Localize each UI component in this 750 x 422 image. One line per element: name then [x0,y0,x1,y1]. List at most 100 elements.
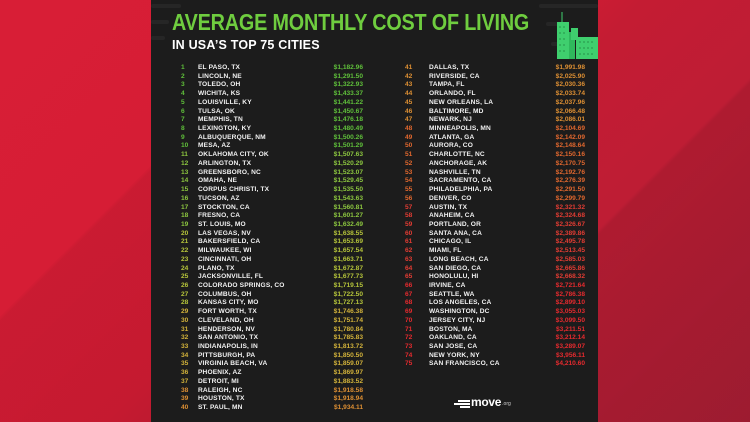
monthly-cost: $1,601.27 [333,212,363,220]
city-name: OMAHA, NE [198,177,238,185]
logo-word: move [471,395,502,409]
monthly-cost: $2,668.32 [555,273,585,281]
table-row: 26 COLORADO SPRINGS, CO $1,719.15 [181,282,363,291]
rank-number: 39 [181,395,189,403]
table-row: 39 HOUSTON, TX $1,918.94 [181,395,363,404]
table-row: 36 PHOENIX, AZ $1,869.97 [181,369,363,378]
monthly-cost: $1,433.37 [333,90,363,98]
monthly-cost: $2,170.75 [555,159,585,167]
rank-number: 17 [181,203,189,211]
rank-number: 6 [181,107,185,115]
city-name: ATLANTA, GA [429,133,475,141]
table-row: 10 MESA, AZ $1,501.29 [181,142,363,151]
monthly-cost: $2,299.79 [555,194,585,202]
table-row: 28 KANSAS CITY, MO $1,727.13 [181,299,363,308]
city-name: TAMPA, FL [429,81,465,89]
rank-number: 58 [405,212,413,220]
rank-number: 73 [405,343,413,350]
monthly-cost: $1,859.07 [333,360,363,368]
city-name: FORT WORTH, TX [198,308,257,316]
city-name: INDIANAPOLIS, IN [198,343,258,350]
city-name: DETROIT, MI [198,377,239,385]
rank-number: 51 [405,151,413,159]
table-row: 70 JERSEY CITY, NJ $3,099.50 [405,317,585,326]
rank-number: 44 [405,90,413,98]
rank-number: 43 [405,81,413,89]
city-name: HOUSTON, TX [198,395,245,403]
table-row: 30 CLEVELAND, OH $1,751.74 [181,317,363,326]
city-name: STOCKTON, CA [198,203,250,211]
monthly-cost: $2,324.68 [555,212,585,220]
table-row: 42 RIVERSIDE, CA $2,025.90 [405,73,585,82]
move-org-logo: move .org [454,396,511,408]
table-row: 45 NEW ORLEANS, LA $2,037.96 [405,99,585,108]
city-name: MEMPHIS, TN [198,116,243,124]
rank-number: 71 [405,325,413,333]
table-row: 48 MINNEAPOLIS, MN $2,104.69 [405,125,585,134]
table-row: 21 BAKERSFIELD, CA $1,653.69 [181,238,363,247]
table-row: 43 TAMPA, FL $2,030.36 [405,81,585,90]
city-name: MILWAUKEE, WI [198,247,252,255]
city-name: JACKSONVILLE, FL [198,273,264,281]
table-row: 61 CHICAGO, IL $2,495.78 [405,238,585,247]
monthly-cost: $2,291.50 [555,186,585,194]
rank-number: 74 [405,351,413,359]
table-row: 56 DENVER, CO $2,299.79 [405,195,585,204]
monthly-cost: $1,719.15 [333,281,363,289]
monthly-cost: $1,523.07 [333,168,363,176]
table-row: 11 OKLAHOMA CITY, OK $1,507.63 [181,151,363,160]
rank-number: 72 [405,334,413,342]
rank-number: 33 [181,343,189,350]
city-name: PORTLAND, OR [429,220,481,228]
rank-number: 57 [405,203,413,211]
city-name: MINNEAPOLIS, MN [429,125,491,133]
city-name: OKLAHOMA CITY, OK [198,151,269,159]
city-name: NASHVILLE, TN [429,168,481,176]
city-name: MESA, AZ [198,142,231,150]
city-name: CHARLOTTE, NC [429,151,485,159]
city-name: FRESNO, CA [198,212,241,220]
rank-number: 45 [405,98,413,106]
monthly-cost: $2,326.67 [555,220,585,228]
rank-number: 10 [181,142,189,150]
table-row: 6 TULSA, OK $1,450.67 [181,108,363,117]
rank-number: 1 [181,64,185,71]
rank-number: 42 [405,72,413,80]
table-row: 69 WASHINGTON, DC $3,055.03 [405,308,585,317]
infographic-panel: AVERAGE MONTHLY COST OF LIVING IN USA’S … [151,0,598,422]
monthly-cost: $2,025.90 [555,72,585,80]
table-row: 51 CHARLOTTE, NC $2,150.16 [405,151,585,160]
chart-subtitle: IN USA’S TOP 75 CITIES [172,38,320,52]
monthly-cost: $2,585.03 [555,255,585,263]
city-name: SACRAMENTO, CA [429,177,492,185]
city-name: MIAMI, FL [429,247,462,255]
city-name: SAN ANTONIO, TX [198,334,259,342]
monthly-cost: $1,480.49 [333,125,363,133]
decorative-line [151,4,181,8]
monthly-cost: $1,883.52 [333,377,363,385]
city-name: CHICAGO, IL [429,238,472,246]
city-name: WICHITA, KS [198,90,241,98]
monthly-cost: $1,638.55 [333,229,363,237]
table-row: 22 MILWAUKEE, WI $1,657.54 [181,247,363,256]
monthly-cost: $1,653.69 [333,238,363,246]
rank-number: 47 [405,116,413,124]
city-name: SAN JOSE, CA [429,343,478,350]
rank-number: 4 [181,90,185,98]
rank-number: 48 [405,125,413,133]
decorative-line [151,20,169,24]
monthly-cost: $1,672.87 [333,264,363,272]
monthly-cost: $1,677.73 [333,273,363,281]
city-name: NEW YORK, NY [429,351,480,359]
city-name: LOS ANGELES, CA [429,299,492,307]
city-name: SANTA ANA, CA [429,229,482,237]
rank-number: 26 [181,281,189,289]
table-row: 41 DALLAS, TX $1,991.98 [405,64,585,73]
monthly-cost: $2,192.76 [555,168,585,176]
city-name: COLUMBUS, OH [198,290,252,298]
city-name: EL PASO, TX [198,64,241,71]
city-name: ST. PAUL, MN [198,404,243,412]
table-row: 64 SAN DIEGO, CA $2,665.86 [405,265,585,274]
city-name: OAKLAND, CA [429,334,477,342]
rank-number: 22 [181,247,189,255]
